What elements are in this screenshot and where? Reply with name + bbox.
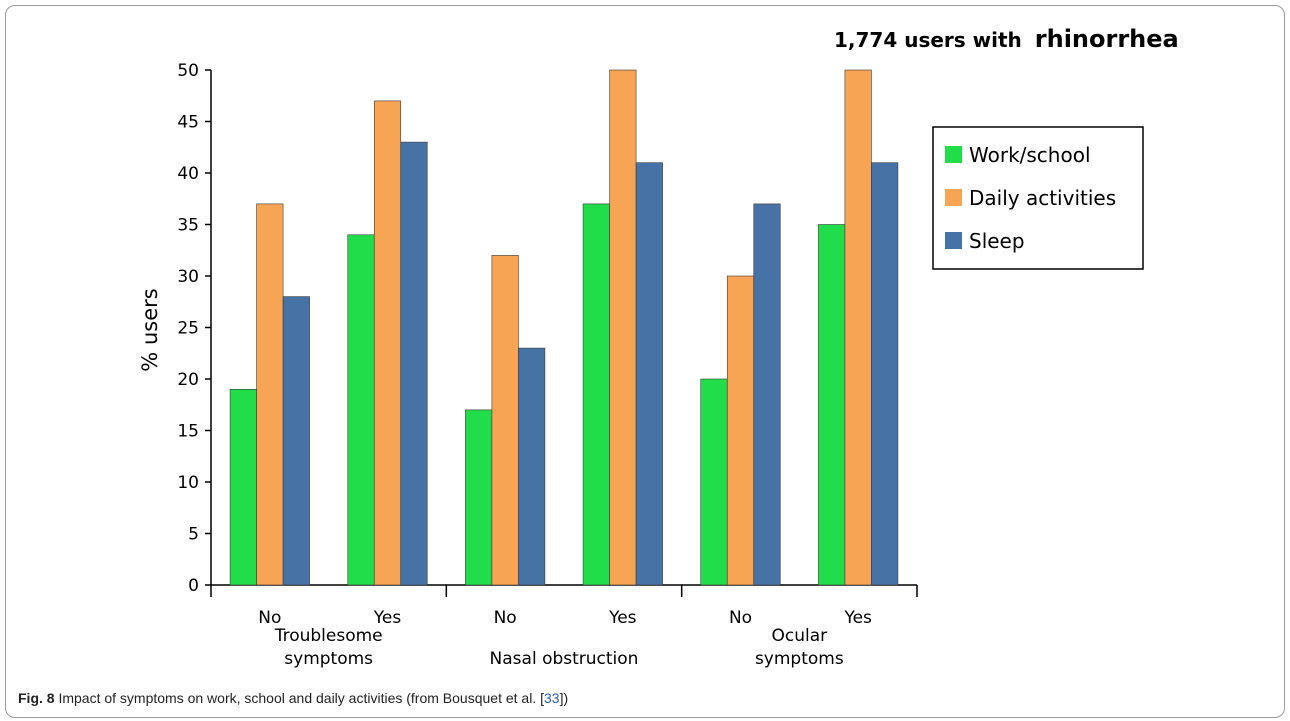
legend: Work/school Daily activities Sleep [932,126,1144,270]
y-tick-label: 45 [177,113,199,133]
chart-title-prefix: 1,774 users with [834,28,1022,52]
x-group-label: Nasal obstruction [490,649,639,669]
bar-work-school-1 [347,234,375,586]
legend-swatch [945,232,962,249]
x-category-label: Yes [608,608,637,628]
x-group-label: Ocular [772,626,828,646]
x-group-label: Troublesome [274,626,383,646]
bar-work-school-3 [582,203,610,586]
caption-suffix: ]) [559,690,569,706]
y-tick-label: 10 [177,473,199,493]
x-group-label: symptoms [284,649,373,669]
bar-sleep-1 [400,141,428,586]
svg-text:1,774 users with rhinorr: 1,774 users with rhinorrhea [834,25,1179,53]
chart-title-emphasis: rhinorrhea [1035,25,1179,53]
legend-label: Sleep [969,229,1025,253]
legend-swatch [945,146,962,163]
y-tick-label: 0 [188,576,199,596]
bar-daily-activities-1 [373,100,402,586]
x-category-label: No [494,608,517,628]
y-axis: 0 5 10 15 20 25 30 35 40 45 50 [177,61,212,596]
y-tick-label: 40 [177,164,199,184]
y-tick-label: 5 [188,525,199,545]
bar-work-school-0 [229,388,257,586]
caption-label: Fig. 8 [18,690,55,706]
bar-work-school-2 [465,409,493,586]
caption-text: Impact of symptoms on work, school and d… [58,690,544,706]
y-axis-label: % users [138,288,162,371]
y-tick-label: 15 [177,422,199,442]
x-category-label: No [258,608,281,628]
bar-daily-activities-5 [844,69,872,586]
bar-sleep-5 [871,162,899,586]
y-tick-label: 25 [177,319,199,339]
bar-daily-activities-4 [726,275,755,586]
y-tick-label: 35 [177,216,199,236]
bar-sleep-2 [518,347,546,586]
y-tick-label: 20 [177,370,199,390]
bar-work-school-4 [700,378,728,586]
figure-caption: Fig. 8 Impact of symptoms on work, schoo… [18,690,568,706]
legend-label: Work/school [969,143,1091,167]
x-axis [210,584,918,597]
bar-sleep-4 [753,203,781,586]
category-labels: No Yes No Yes No Yes [258,608,872,628]
legend-box [932,126,1144,270]
bar-daily-activities-0 [256,203,284,586]
bar-sleep-3 [635,162,663,586]
caption-reference-link[interactable]: 33 [544,690,560,706]
group-labels: Troublesome symptoms Nasal obstruction Ocul… [274,626,844,669]
y-tick-label: 50 [177,61,199,81]
bar-daily-activities-3 [609,69,637,586]
bar-daily-activities-2 [491,255,519,586]
x-category-label: No [729,608,752,628]
bar-sleep-0 [282,296,310,586]
y-tick-label: 30 [177,267,199,287]
legend-label: Daily activities [969,186,1116,210]
legend-swatch [945,189,962,206]
bars [229,69,899,586]
bar-work-school-5 [818,224,846,586]
x-category-label: Yes [843,608,872,628]
x-group-label: symptoms [755,649,844,669]
x-category-label: Yes [373,608,402,628]
chart-title: 1,774 users with rhinorrhea [834,25,1179,53]
